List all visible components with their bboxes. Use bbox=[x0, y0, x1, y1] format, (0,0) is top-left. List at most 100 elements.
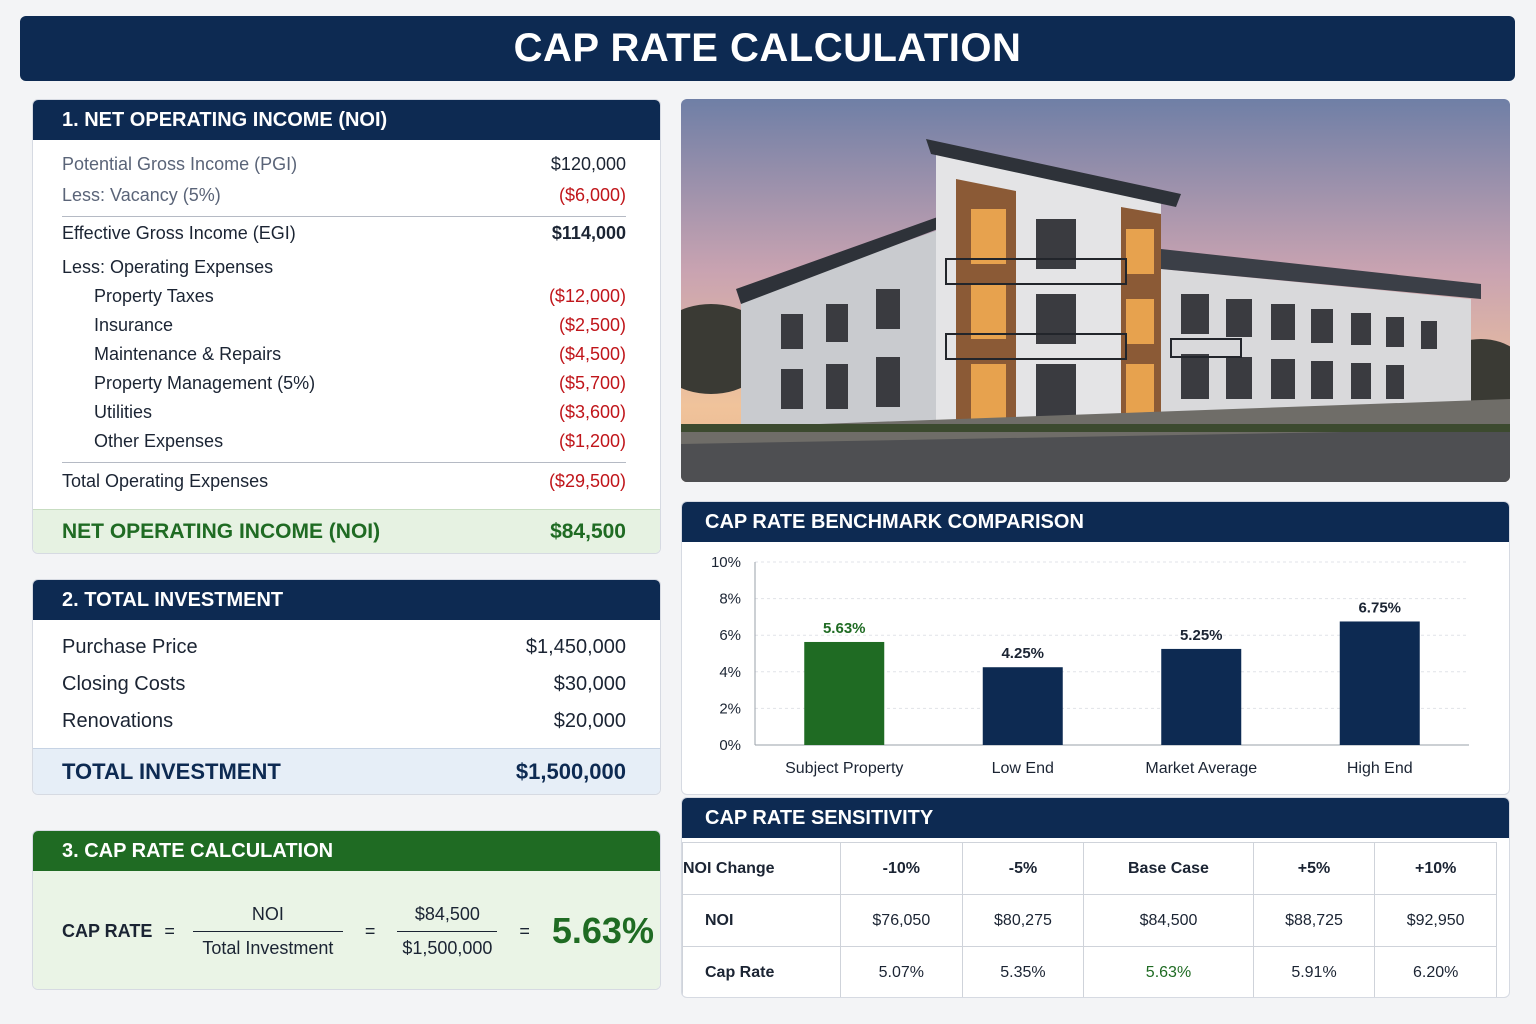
expense-row: Other Expenses ($1,200) bbox=[62, 431, 626, 452]
noi-panel: 1. NET OPERATING INCOME (NOI) Potential … bbox=[32, 99, 661, 554]
row-header: NOI bbox=[682, 894, 841, 947]
building-illustration bbox=[681, 99, 1510, 482]
investment-row: Renovations $20,000 bbox=[62, 710, 626, 733]
noi-total-value: $84,500 bbox=[550, 519, 626, 543]
column-header: -5% bbox=[961, 842, 1085, 895]
column-header: -10% bbox=[840, 842, 963, 895]
noi-total-band: NET OPERATING INCOME (NOI) $84,500 bbox=[33, 509, 660, 553]
y-tick-label: 2% bbox=[719, 700, 741, 717]
y-tick-label: 6% bbox=[719, 627, 741, 644]
divider bbox=[62, 216, 626, 217]
equals-sign: = bbox=[364, 920, 376, 941]
investment-total-value: $1,500,000 bbox=[515, 758, 626, 784]
column-header: NOI Change bbox=[682, 842, 841, 895]
table-cell: $92,950 bbox=[1374, 894, 1497, 947]
table-cell: $76,050 bbox=[840, 894, 963, 947]
investment-value: $30,000 bbox=[553, 673, 626, 695]
investment-value: $1,450,000 bbox=[525, 636, 626, 658]
cap-formula: CAP RATE = NOI Total Investment = $84,50… bbox=[62, 871, 654, 989]
x-tick-label: High End bbox=[1347, 760, 1413, 777]
column-header: Base Case bbox=[1083, 842, 1254, 895]
expense-row: Property Management (5%) ($5,700) bbox=[62, 373, 626, 394]
table-cell: 5.35% bbox=[961, 946, 1085, 997]
sensitivity-table: NOI Change -10% -5% Base Case +5% +10% N… bbox=[682, 842, 1497, 997]
expense-label: Property Management (5%) bbox=[94, 373, 316, 393]
expense-value: ($1,200) bbox=[558, 431, 626, 451]
table-cell: $84,500 bbox=[1083, 894, 1254, 947]
opex-heading: Less: Operating Expenses bbox=[62, 257, 274, 277]
total-opex-value: ($29,500) bbox=[548, 471, 626, 491]
column-header: +5% bbox=[1252, 842, 1376, 895]
expense-label: Maintenance & Repairs bbox=[94, 344, 282, 364]
bar-value-label: 6.75% bbox=[1358, 599, 1401, 616]
bar-value-label: 4.25% bbox=[1001, 645, 1044, 662]
sensitivity-panel: CAP RATE SENSITIVITY NOI Change -10% -5%… bbox=[681, 797, 1510, 998]
x-tick-label: Low End bbox=[992, 760, 1054, 777]
pgi-value: $120,000 bbox=[550, 154, 626, 174]
fraction-bar bbox=[397, 930, 498, 932]
investment-total-label: TOTAL INVESTMENT bbox=[62, 758, 281, 784]
investment-label: Purchase Price bbox=[62, 636, 198, 658]
bar bbox=[804, 641, 885, 745]
equals-sign: = bbox=[519, 920, 530, 941]
bar bbox=[1339, 621, 1420, 745]
table-cell: 5.91% bbox=[1252, 946, 1376, 997]
fraction-numerator: $84,500 bbox=[414, 903, 480, 924]
total-opex-row: Total Operating Expenses ($29,500) bbox=[62, 471, 626, 492]
expense-value: ($12,000) bbox=[548, 286, 626, 306]
table-row: NOI $76,050 $80,275 $84,500 $88,725 $92,… bbox=[682, 894, 1497, 947]
expense-row: Maintenance & Repairs ($4,500) bbox=[62, 344, 626, 365]
expense-label: Other Expenses bbox=[94, 431, 224, 451]
y-tick-label: 0% bbox=[719, 737, 741, 754]
vacancy-label: Less: Vacancy (5%) bbox=[62, 185, 221, 205]
column-header: +10% bbox=[1374, 842, 1497, 895]
y-tick-label: 8% bbox=[719, 591, 741, 608]
page-title: CAP RATE CALCULATION bbox=[513, 26, 1022, 70]
investment-label: Closing Costs bbox=[62, 673, 186, 695]
pgi-row: Potential Gross Income (PGI) $120,000 bbox=[62, 154, 626, 175]
investment-row: Closing Costs $30,000 bbox=[62, 673, 626, 696]
divider bbox=[62, 462, 626, 463]
bar-value-label: 5.25% bbox=[1180, 627, 1223, 644]
row-header: Cap Rate bbox=[682, 946, 841, 997]
table-cell: 5.07% bbox=[840, 946, 963, 997]
bar bbox=[982, 667, 1063, 745]
benchmark-panel: CAP RATE BENCHMARK COMPARISON 0% 2% 4% 6% 8%… bbox=[681, 501, 1510, 795]
fraction-numerator: NOI bbox=[251, 903, 284, 924]
expense-value: ($4,500) bbox=[558, 344, 626, 364]
y-tick-label: 4% bbox=[719, 664, 741, 681]
egi-value: $114,000 bbox=[551, 223, 626, 243]
investment-total-band: TOTAL INVESTMENT $1,500,000 bbox=[33, 748, 660, 794]
building-photo bbox=[681, 99, 1510, 482]
expense-row: Property Taxes ($12,000) bbox=[62, 286, 626, 307]
y-tick-label: 10% bbox=[711, 554, 741, 571]
expense-label: Utilities bbox=[94, 402, 153, 422]
x-tick-label: Market Average bbox=[1145, 760, 1257, 777]
benchmark-panel-header: CAP RATE BENCHMARK COMPARISON bbox=[682, 502, 1509, 542]
investment-panel-header: 2. TOTAL INVESTMENT bbox=[33, 580, 660, 620]
noi-panel-header: 1. NET OPERATING INCOME (NOI) bbox=[33, 100, 660, 140]
opex-heading-row: Less: Operating Expenses bbox=[62, 257, 626, 278]
egi-label: Effective Gross Income (EGI) bbox=[62, 223, 296, 243]
total-opex-label: Total Operating Expenses bbox=[62, 471, 269, 491]
cap-calc-body: CAP RATE = NOI Total Investment = $84,50… bbox=[33, 871, 660, 989]
cap-rate-result: 5.63% bbox=[551, 910, 654, 951]
equals-sign: = bbox=[164, 920, 175, 941]
sensitivity-panel-header: CAP RATE SENSITIVITY bbox=[682, 798, 1509, 838]
investment-label: Renovations bbox=[62, 710, 174, 732]
fraction-denominator: $1,500,000 bbox=[402, 937, 493, 958]
values-fraction: $84,500 $1,500,000 bbox=[397, 903, 498, 959]
bar-value-label: 5.63% bbox=[823, 620, 866, 637]
expense-row: Utilities ($3,600) bbox=[62, 402, 626, 423]
cap-calc-panel-header: 3. CAP RATE CALCULATION bbox=[33, 831, 660, 871]
table-cell: $80,275 bbox=[961, 894, 1085, 947]
cap-rate-label: CAP RATE bbox=[62, 920, 153, 941]
table-cell-highlight: 5.63% bbox=[1083, 946, 1254, 997]
expense-value: ($2,500) bbox=[558, 315, 626, 335]
bar bbox=[1161, 648, 1242, 745]
pgi-label: Potential Gross Income (PGI) bbox=[62, 154, 298, 174]
vacancy-row: Less: Vacancy (5%) ($6,000) bbox=[62, 185, 626, 206]
x-tick-label: Subject Property bbox=[785, 760, 903, 777]
table-header-row: NOI Change -10% -5% Base Case +5% +10% bbox=[682, 842, 1497, 895]
fraction-bar bbox=[192, 930, 343, 932]
